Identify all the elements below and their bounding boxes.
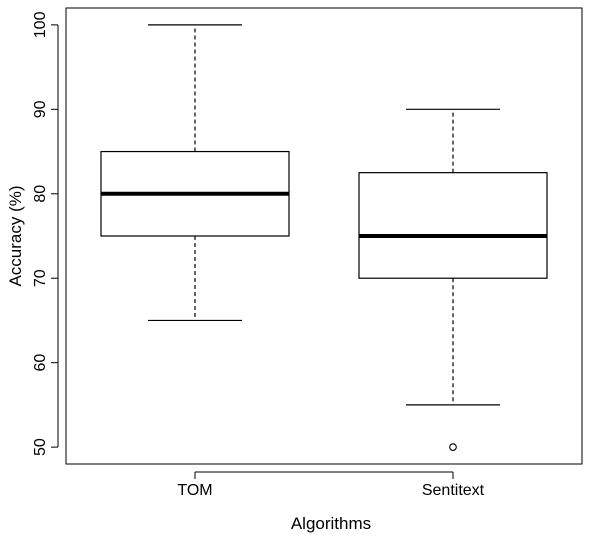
x-tick-label: Sentitext <box>422 482 485 499</box>
y-tick-label: 50 <box>32 438 49 456</box>
y-axis: 50 60 70 80 90 100 <box>32 11 59 456</box>
boxes <box>100 24 548 451</box>
box-iqr <box>358 172 548 279</box>
box-group-sentitext <box>358 108 548 451</box>
box-group-tom <box>100 24 290 322</box>
x-axis: TOM Sentitext <box>177 471 485 499</box>
y-tick-label: 70 <box>32 269 49 287</box>
y-axis-title: Accuracy (%) <box>6 185 25 286</box>
x-tick-label: TOM <box>177 482 212 499</box>
y-tick-label: 60 <box>32 354 49 372</box>
outlier-point <box>449 443 457 451</box>
y-tick-label: 100 <box>32 11 49 38</box>
y-tick-label: 80 <box>32 185 49 203</box>
x-axis-title: Algorithms <box>291 514 371 533</box>
plot-frame <box>65 7 583 465</box>
y-tick-label: 90 <box>32 100 49 118</box>
